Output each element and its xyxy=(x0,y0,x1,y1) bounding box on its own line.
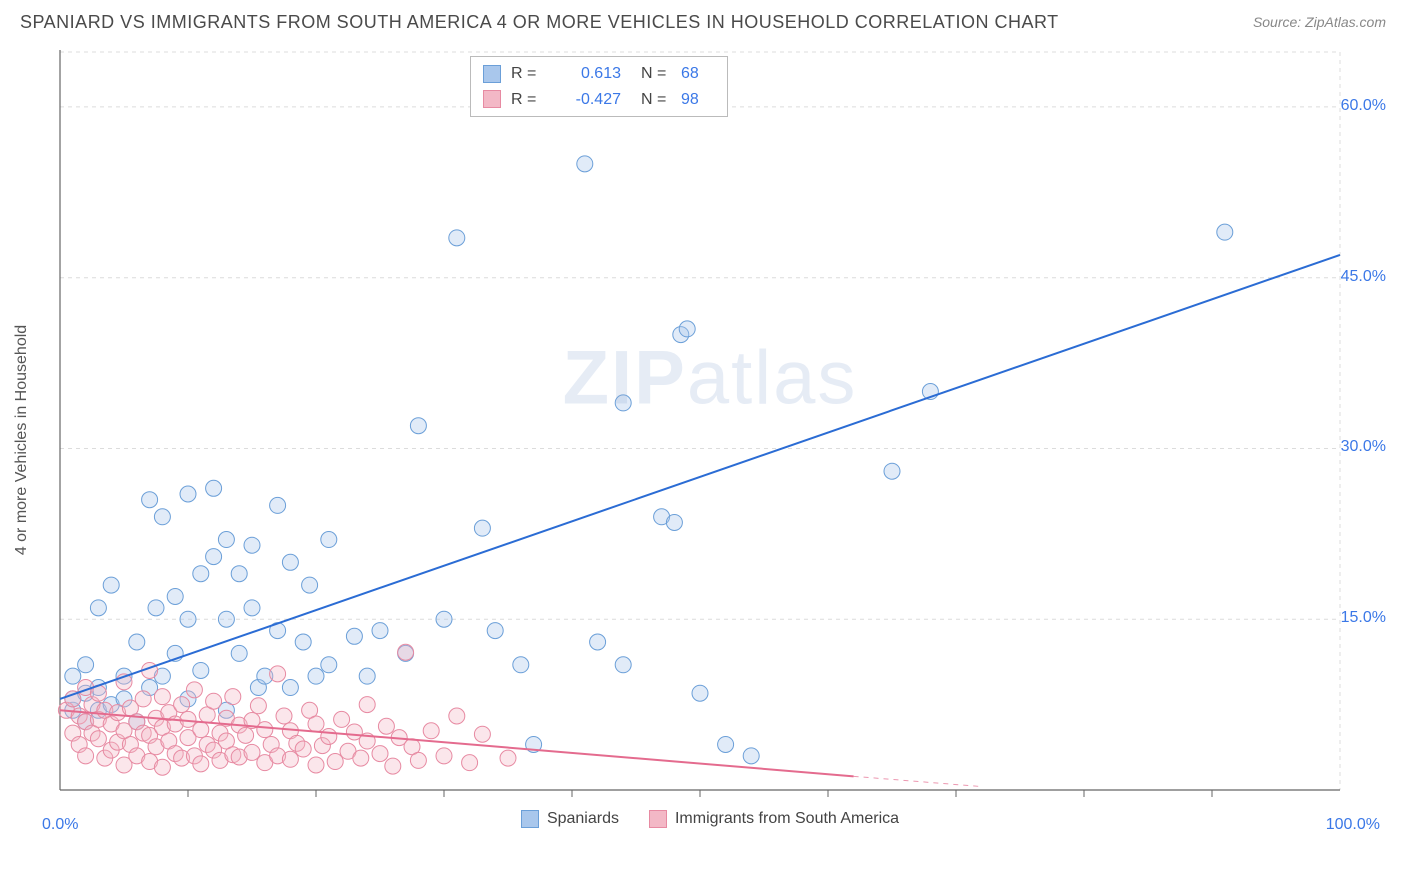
plot-area: 4 or more Vehicles in Household ZIPatlas… xyxy=(50,50,1370,830)
corr-row-series2: R = -0.427 N = 98 xyxy=(483,87,715,113)
corr-row-series1: R = 0.613 N = 68 xyxy=(483,61,715,87)
r-value-series1: 0.613 xyxy=(551,61,621,87)
source-prefix: Source: xyxy=(1253,14,1305,30)
legend-swatch-series1 xyxy=(521,810,539,828)
n-label: N = xyxy=(641,61,671,87)
legend-label-series2: Immigrants from South America xyxy=(675,810,899,828)
correlation-box: R = 0.613 N = 68 R = -0.427 N = 98 xyxy=(470,56,728,117)
n-label: N = xyxy=(641,87,671,113)
swatch-series1 xyxy=(483,65,501,83)
r-label: R = xyxy=(511,61,541,87)
swatch-series2 xyxy=(483,90,501,108)
legend-item-series2: Immigrants from South America xyxy=(649,810,899,828)
y-axis-label: 4 or more Vehicles in Household xyxy=(13,325,31,555)
legend-swatch-series2 xyxy=(649,810,667,828)
r-label: R = xyxy=(511,87,541,113)
y-tick-label: 30.0% xyxy=(1341,438,1386,456)
chart-title: SPANIARD VS IMMIGRANTS FROM SOUTH AMERIC… xyxy=(20,12,1059,33)
y-tick-label: 60.0% xyxy=(1341,97,1386,115)
y-tick-label: 15.0% xyxy=(1341,609,1386,627)
legend-item-series1: Spaniards xyxy=(521,810,619,828)
scatter-svg xyxy=(50,50,1370,830)
y-tick-label: 45.0% xyxy=(1341,268,1386,286)
bottom-legend: Spaniards Immigrants from South America xyxy=(50,810,1370,828)
source-credit: Source: ZipAtlas.com xyxy=(1253,14,1386,30)
legend-label-series1: Spaniards xyxy=(547,810,619,828)
n-value-series1: 68 xyxy=(681,61,715,87)
source-name: ZipAtlas.com xyxy=(1305,14,1386,30)
n-value-series2: 98 xyxy=(681,87,715,113)
header: SPANIARD VS IMMIGRANTS FROM SOUTH AMERIC… xyxy=(0,0,1406,44)
r-value-series2: -0.427 xyxy=(551,87,621,113)
